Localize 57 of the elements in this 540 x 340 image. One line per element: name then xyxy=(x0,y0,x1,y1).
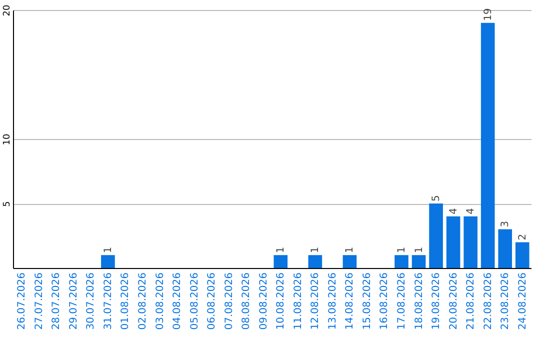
x-tick-label: 20.08.2026 xyxy=(448,272,460,330)
data-label: 2 xyxy=(517,234,528,240)
x-tick-label: 04.08.2026 xyxy=(172,272,184,330)
x-tick-label: 29.07.2026 xyxy=(68,272,80,330)
y-tick-label: 5 xyxy=(2,201,12,207)
x-tick-label: 10.08.2026 xyxy=(276,272,287,330)
data-label: 19 xyxy=(482,8,494,21)
data-label: 4 xyxy=(448,208,460,214)
data-label: 5 xyxy=(431,195,442,202)
data-label: 1 xyxy=(276,246,287,254)
data-label: 1 xyxy=(396,246,408,254)
x-tick-label: 23.08.2026 xyxy=(500,272,512,330)
data-label: 3 xyxy=(500,220,512,228)
x-tick-label: 16.08.2026 xyxy=(379,272,390,330)
data-label: 1 xyxy=(414,246,425,254)
bar xyxy=(515,242,530,268)
bar xyxy=(498,229,512,268)
x-tick-label: 19.08.2026 xyxy=(431,272,442,330)
y-tick-label: 20 xyxy=(2,4,12,16)
data-label: 1 xyxy=(102,246,114,254)
bar xyxy=(394,255,408,268)
bar xyxy=(446,216,460,268)
x-tick-label: 24.08.2026 xyxy=(517,272,528,330)
bar xyxy=(412,255,426,268)
x-tick-label: 30.07.2026 xyxy=(86,272,97,330)
x-tick-label: 22.08.2026 xyxy=(482,272,494,330)
x-tick-label: 08.08.2026 xyxy=(241,272,252,330)
x-tick-label: 26.07.2026 xyxy=(16,272,28,330)
x-tick-label: 06.08.2026 xyxy=(206,272,218,330)
bar xyxy=(342,255,357,268)
x-tick-label: 05.08.2026 xyxy=(189,272,200,330)
x-tick-label: 09.08.2026 xyxy=(258,272,270,330)
bar xyxy=(308,255,322,268)
data-label: 1 xyxy=(344,246,356,254)
bar xyxy=(464,216,478,268)
bar xyxy=(480,22,495,268)
x-tick-label: 18.08.2026 xyxy=(414,272,425,330)
bar xyxy=(274,255,288,268)
x-tick-label: 02.08.2026 xyxy=(138,272,148,330)
x-tick-label: 15.08.2026 xyxy=(362,272,373,330)
data-label: 1 xyxy=(310,246,322,254)
x-tick-label: 13.08.2026 xyxy=(327,272,338,330)
x-tick-label: 03.08.2026 xyxy=(154,272,166,330)
x-tick-label: 17.08.2026 xyxy=(396,272,408,330)
x-tick-label: 12.08.2026 xyxy=(310,272,322,330)
x-tick-label: 07.08.2026 xyxy=(224,272,235,330)
x-tick-label: 28.07.2026 xyxy=(51,272,62,330)
x-tick-label: 11.08.2026 xyxy=(292,272,304,330)
x-tick-label: 31.07.2026 xyxy=(102,272,114,330)
x-tick-label: 14.08.2026 xyxy=(344,272,356,330)
bar xyxy=(101,255,115,268)
x-tick-label: 27.07.2026 xyxy=(34,272,45,330)
x-tick-label: 01.08.2026 xyxy=(120,272,132,330)
x-tick-label: 21.08.2026 xyxy=(466,272,477,330)
bar xyxy=(429,204,443,268)
data-label: 4 xyxy=(466,208,477,214)
y-tick-label: 10 xyxy=(2,134,12,146)
